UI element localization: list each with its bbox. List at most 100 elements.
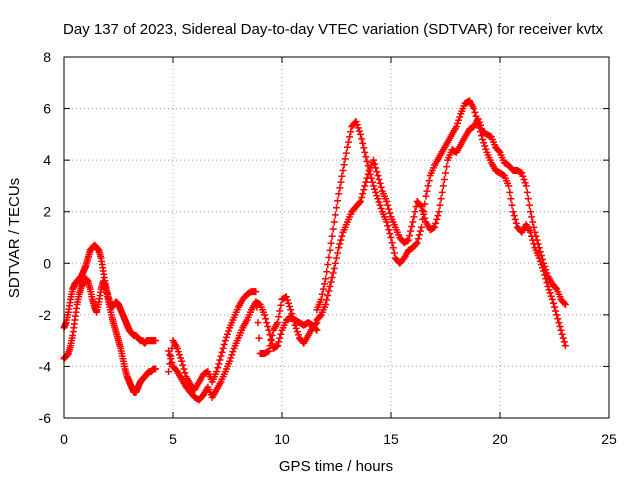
data-point bbox=[521, 179, 529, 187]
data-point bbox=[326, 283, 334, 290]
data-point bbox=[214, 364, 222, 372]
data-point bbox=[539, 255, 546, 263]
data-point bbox=[443, 163, 451, 171]
data-point bbox=[525, 201, 533, 209]
data-point bbox=[283, 296, 291, 304]
data-point bbox=[423, 187, 431, 195]
data-point bbox=[336, 184, 344, 192]
data-point bbox=[409, 218, 417, 226]
data-point bbox=[228, 351, 236, 359]
series-track-f bbox=[313, 115, 569, 324]
data-point bbox=[220, 341, 228, 348]
tick-labels: 0 5 10 15 20 25 -6 -4 -2 0 2 4 6 8 bbox=[39, 49, 617, 447]
data-point bbox=[180, 365, 188, 373]
y-tick-label: 6 bbox=[43, 101, 51, 117]
data-point bbox=[330, 218, 338, 226]
data-point bbox=[385, 226, 393, 234]
data-point bbox=[362, 178, 370, 186]
data-point bbox=[410, 213, 418, 221]
data-point bbox=[276, 334, 284, 342]
data-point bbox=[361, 182, 369, 190]
data-point bbox=[255, 334, 263, 342]
data-point bbox=[385, 205, 393, 213]
y-tick-label: 4 bbox=[43, 152, 51, 168]
data-point bbox=[414, 235, 422, 243]
data-point bbox=[534, 240, 542, 248]
data-point bbox=[334, 249, 342, 257]
data-point bbox=[532, 232, 540, 240]
data-point bbox=[547, 292, 555, 300]
data-point bbox=[549, 299, 557, 307]
data-point bbox=[419, 206, 427, 214]
data-point bbox=[262, 315, 270, 323]
data-point bbox=[387, 234, 395, 241]
data-point bbox=[537, 252, 545, 259]
data-point bbox=[176, 351, 183, 359]
data-point bbox=[370, 182, 378, 190]
data-point bbox=[373, 192, 381, 200]
data-point bbox=[343, 143, 351, 151]
data-point bbox=[254, 319, 262, 327]
data-point bbox=[561, 342, 569, 350]
data-point bbox=[357, 130, 364, 138]
data-point bbox=[509, 208, 517, 216]
data-point bbox=[358, 194, 366, 201]
data-point bbox=[422, 192, 430, 200]
data-point bbox=[290, 317, 298, 325]
data-point bbox=[166, 360, 174, 368]
data-point bbox=[535, 244, 543, 252]
data-point bbox=[553, 311, 561, 319]
data-point bbox=[384, 222, 392, 230]
data-point bbox=[434, 212, 442, 220]
data-point bbox=[371, 185, 379, 193]
data-point bbox=[338, 232, 346, 240]
data-point bbox=[292, 324, 300, 332]
data-point bbox=[435, 208, 443, 216]
data-point bbox=[252, 288, 260, 296]
data-point bbox=[474, 115, 482, 123]
data-point bbox=[363, 174, 371, 182]
data-point bbox=[541, 263, 549, 270]
data-point bbox=[267, 337, 275, 345]
data-point bbox=[216, 356, 224, 364]
data-point bbox=[226, 357, 234, 365]
data-point bbox=[337, 236, 345, 244]
series-track-d bbox=[165, 288, 321, 394]
data-point bbox=[287, 306, 295, 314]
data-point bbox=[518, 169, 526, 177]
data-point bbox=[321, 280, 328, 288]
data-point bbox=[374, 195, 382, 203]
data-point bbox=[407, 227, 415, 235]
y-tick-label: -2 bbox=[39, 307, 52, 323]
data-point bbox=[327, 239, 335, 247]
data-point bbox=[215, 360, 223, 368]
y-tick-label: 8 bbox=[43, 49, 51, 65]
data-point bbox=[552, 284, 560, 292]
data-point bbox=[530, 223, 538, 231]
data-point bbox=[416, 227, 424, 235]
data-point bbox=[181, 369, 189, 377]
data-point bbox=[318, 290, 326, 298]
data-point bbox=[540, 259, 548, 267]
data-point bbox=[167, 352, 175, 360]
data-point bbox=[221, 337, 229, 345]
data-point bbox=[326, 246, 334, 254]
data-point bbox=[406, 232, 413, 240]
data-point bbox=[544, 283, 552, 290]
data-point bbox=[362, 153, 370, 161]
data-point bbox=[529, 218, 537, 226]
series-track-c bbox=[165, 298, 321, 404]
series-track-b bbox=[60, 275, 160, 363]
x-tick-label: 5 bbox=[169, 431, 177, 447]
data-point bbox=[431, 223, 439, 231]
data-point bbox=[364, 170, 372, 178]
data-point bbox=[439, 182, 447, 190]
data-point bbox=[288, 310, 296, 318]
data-point bbox=[323, 296, 331, 304]
data-point bbox=[325, 287, 333, 295]
y-tick-label: 0 bbox=[43, 255, 51, 271]
data-point bbox=[285, 299, 292, 307]
series-track-e bbox=[313, 97, 569, 350]
data-point bbox=[371, 160, 379, 168]
data-point bbox=[323, 268, 331, 276]
